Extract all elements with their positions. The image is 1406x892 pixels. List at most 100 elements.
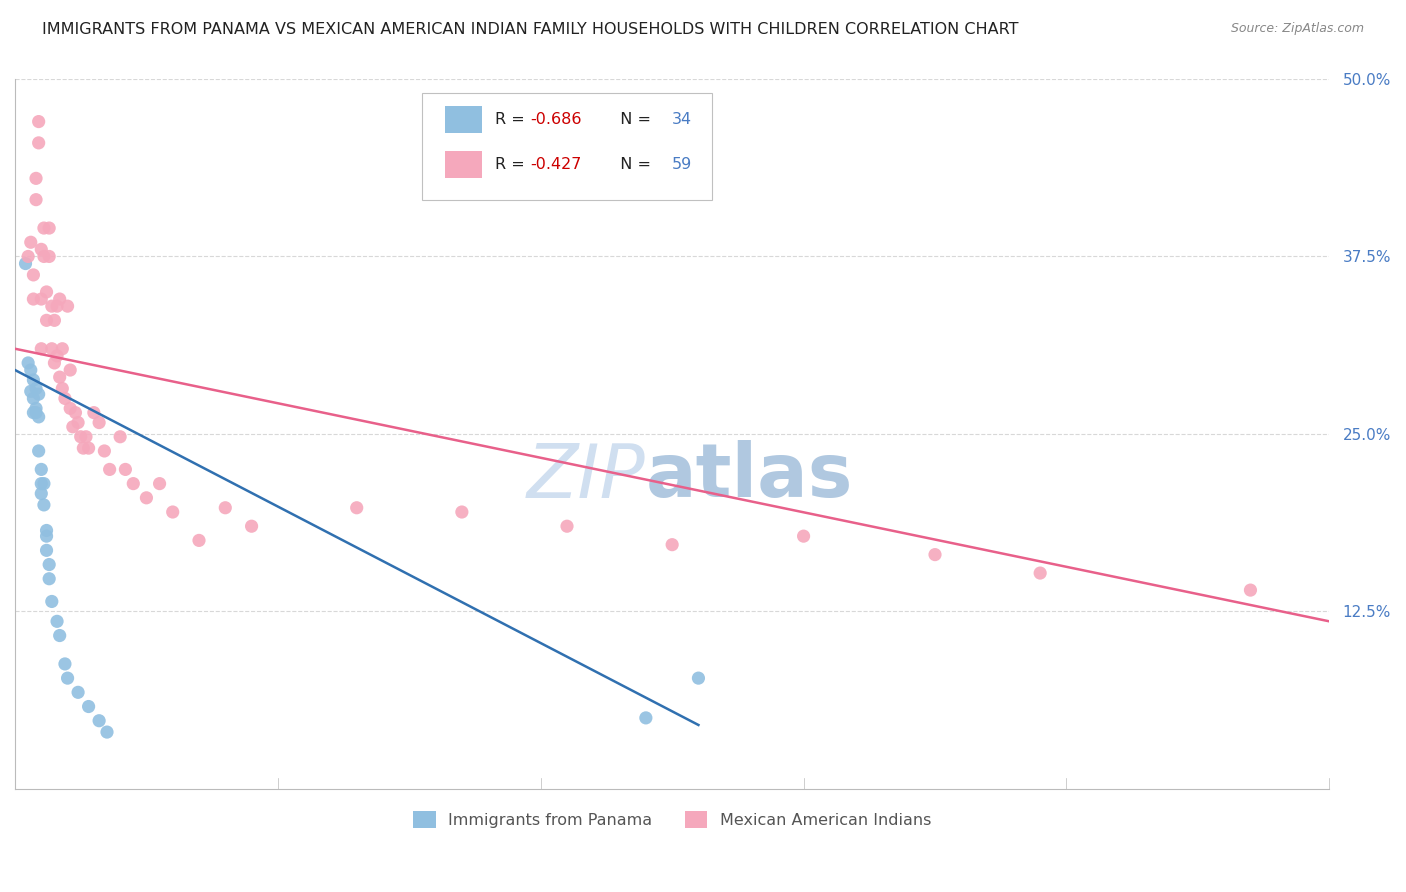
- Point: [56, 671, 79, 685]
- Point: [661, 538, 683, 552]
- Point: [30, 462, 52, 476]
- Point: [27, 136, 49, 150]
- Text: -0.686: -0.686: [530, 112, 582, 127]
- Point: [32, 221, 55, 235]
- Point: [22, 292, 45, 306]
- Point: [162, 505, 184, 519]
- Point: [122, 476, 145, 491]
- Point: [188, 533, 211, 548]
- Point: [69, 430, 91, 444]
- Point: [25, 401, 48, 416]
- Point: [56, 299, 79, 313]
- FancyBboxPatch shape: [422, 93, 711, 200]
- Legend: Immigrants from Panama, Mexican American Indians: Immigrants from Panama, Mexican American…: [406, 805, 938, 834]
- Point: [135, 491, 157, 505]
- Point: [65, 406, 87, 420]
- Point: [114, 462, 136, 476]
- Point: [30, 342, 52, 356]
- Point: [634, 711, 657, 725]
- Point: [59, 363, 82, 377]
- Point: [30, 476, 52, 491]
- Text: 59: 59: [672, 157, 692, 171]
- Point: [22, 392, 45, 406]
- Point: [108, 430, 131, 444]
- Point: [98, 462, 121, 476]
- Point: [44, 313, 66, 327]
- Point: [240, 519, 263, 533]
- Point: [32, 498, 55, 512]
- Point: [32, 250, 55, 264]
- Point: [688, 671, 710, 685]
- Point: [148, 476, 170, 491]
- Point: [30, 486, 52, 500]
- Point: [25, 193, 48, 207]
- Point: [450, 505, 472, 519]
- Point: [20, 235, 42, 250]
- Point: [38, 221, 60, 235]
- Text: Source: ZipAtlas.com: Source: ZipAtlas.com: [1230, 22, 1364, 36]
- Point: [44, 356, 66, 370]
- Point: [25, 171, 48, 186]
- Point: [22, 373, 45, 387]
- Point: [346, 500, 368, 515]
- Point: [27, 409, 49, 424]
- Point: [59, 401, 82, 416]
- Point: [30, 292, 52, 306]
- Bar: [444, 151, 482, 178]
- Point: [48, 370, 70, 384]
- Point: [67, 416, 90, 430]
- Point: [17, 250, 39, 264]
- Point: [93, 444, 115, 458]
- Point: [25, 382, 48, 396]
- Point: [51, 342, 73, 356]
- Point: [75, 430, 97, 444]
- Point: [46, 615, 69, 629]
- Point: [1029, 566, 1052, 580]
- Text: R =: R =: [495, 112, 530, 127]
- Point: [30, 243, 52, 257]
- Point: [1239, 583, 1261, 598]
- Point: [35, 524, 58, 538]
- Point: [22, 406, 45, 420]
- Point: [27, 114, 49, 128]
- Point: [32, 476, 55, 491]
- Text: N =: N =: [610, 157, 657, 171]
- Point: [87, 714, 110, 728]
- Point: [41, 299, 63, 313]
- Text: N =: N =: [610, 112, 657, 127]
- Point: [48, 292, 70, 306]
- Point: [35, 313, 58, 327]
- Text: 34: 34: [672, 112, 692, 127]
- Point: [14, 256, 37, 270]
- Point: [46, 349, 69, 363]
- Text: -0.427: -0.427: [530, 157, 582, 171]
- Point: [38, 250, 60, 264]
- Text: IMMIGRANTS FROM PANAMA VS MEXICAN AMERICAN INDIAN FAMILY HOUSEHOLDS WITH CHILDRE: IMMIGRANTS FROM PANAMA VS MEXICAN AMERIC…: [42, 22, 1019, 37]
- Point: [96, 725, 118, 739]
- Point: [20, 363, 42, 377]
- Point: [51, 382, 73, 396]
- Point: [35, 529, 58, 543]
- Point: [83, 406, 105, 420]
- Point: [62, 420, 84, 434]
- Point: [77, 699, 100, 714]
- Text: R =: R =: [495, 157, 530, 171]
- Point: [214, 500, 236, 515]
- Point: [35, 285, 58, 299]
- Text: ZIP: ZIP: [527, 441, 645, 513]
- Point: [41, 594, 63, 608]
- Point: [77, 441, 100, 455]
- Point: [17, 356, 39, 370]
- Point: [27, 444, 49, 458]
- Point: [72, 441, 94, 455]
- Point: [87, 416, 110, 430]
- Bar: [444, 106, 482, 133]
- Point: [555, 519, 578, 533]
- Point: [38, 558, 60, 572]
- Point: [793, 529, 815, 543]
- Point: [35, 543, 58, 558]
- Point: [67, 685, 90, 699]
- Point: [20, 384, 42, 399]
- Text: atlas: atlas: [645, 440, 853, 513]
- Point: [27, 387, 49, 401]
